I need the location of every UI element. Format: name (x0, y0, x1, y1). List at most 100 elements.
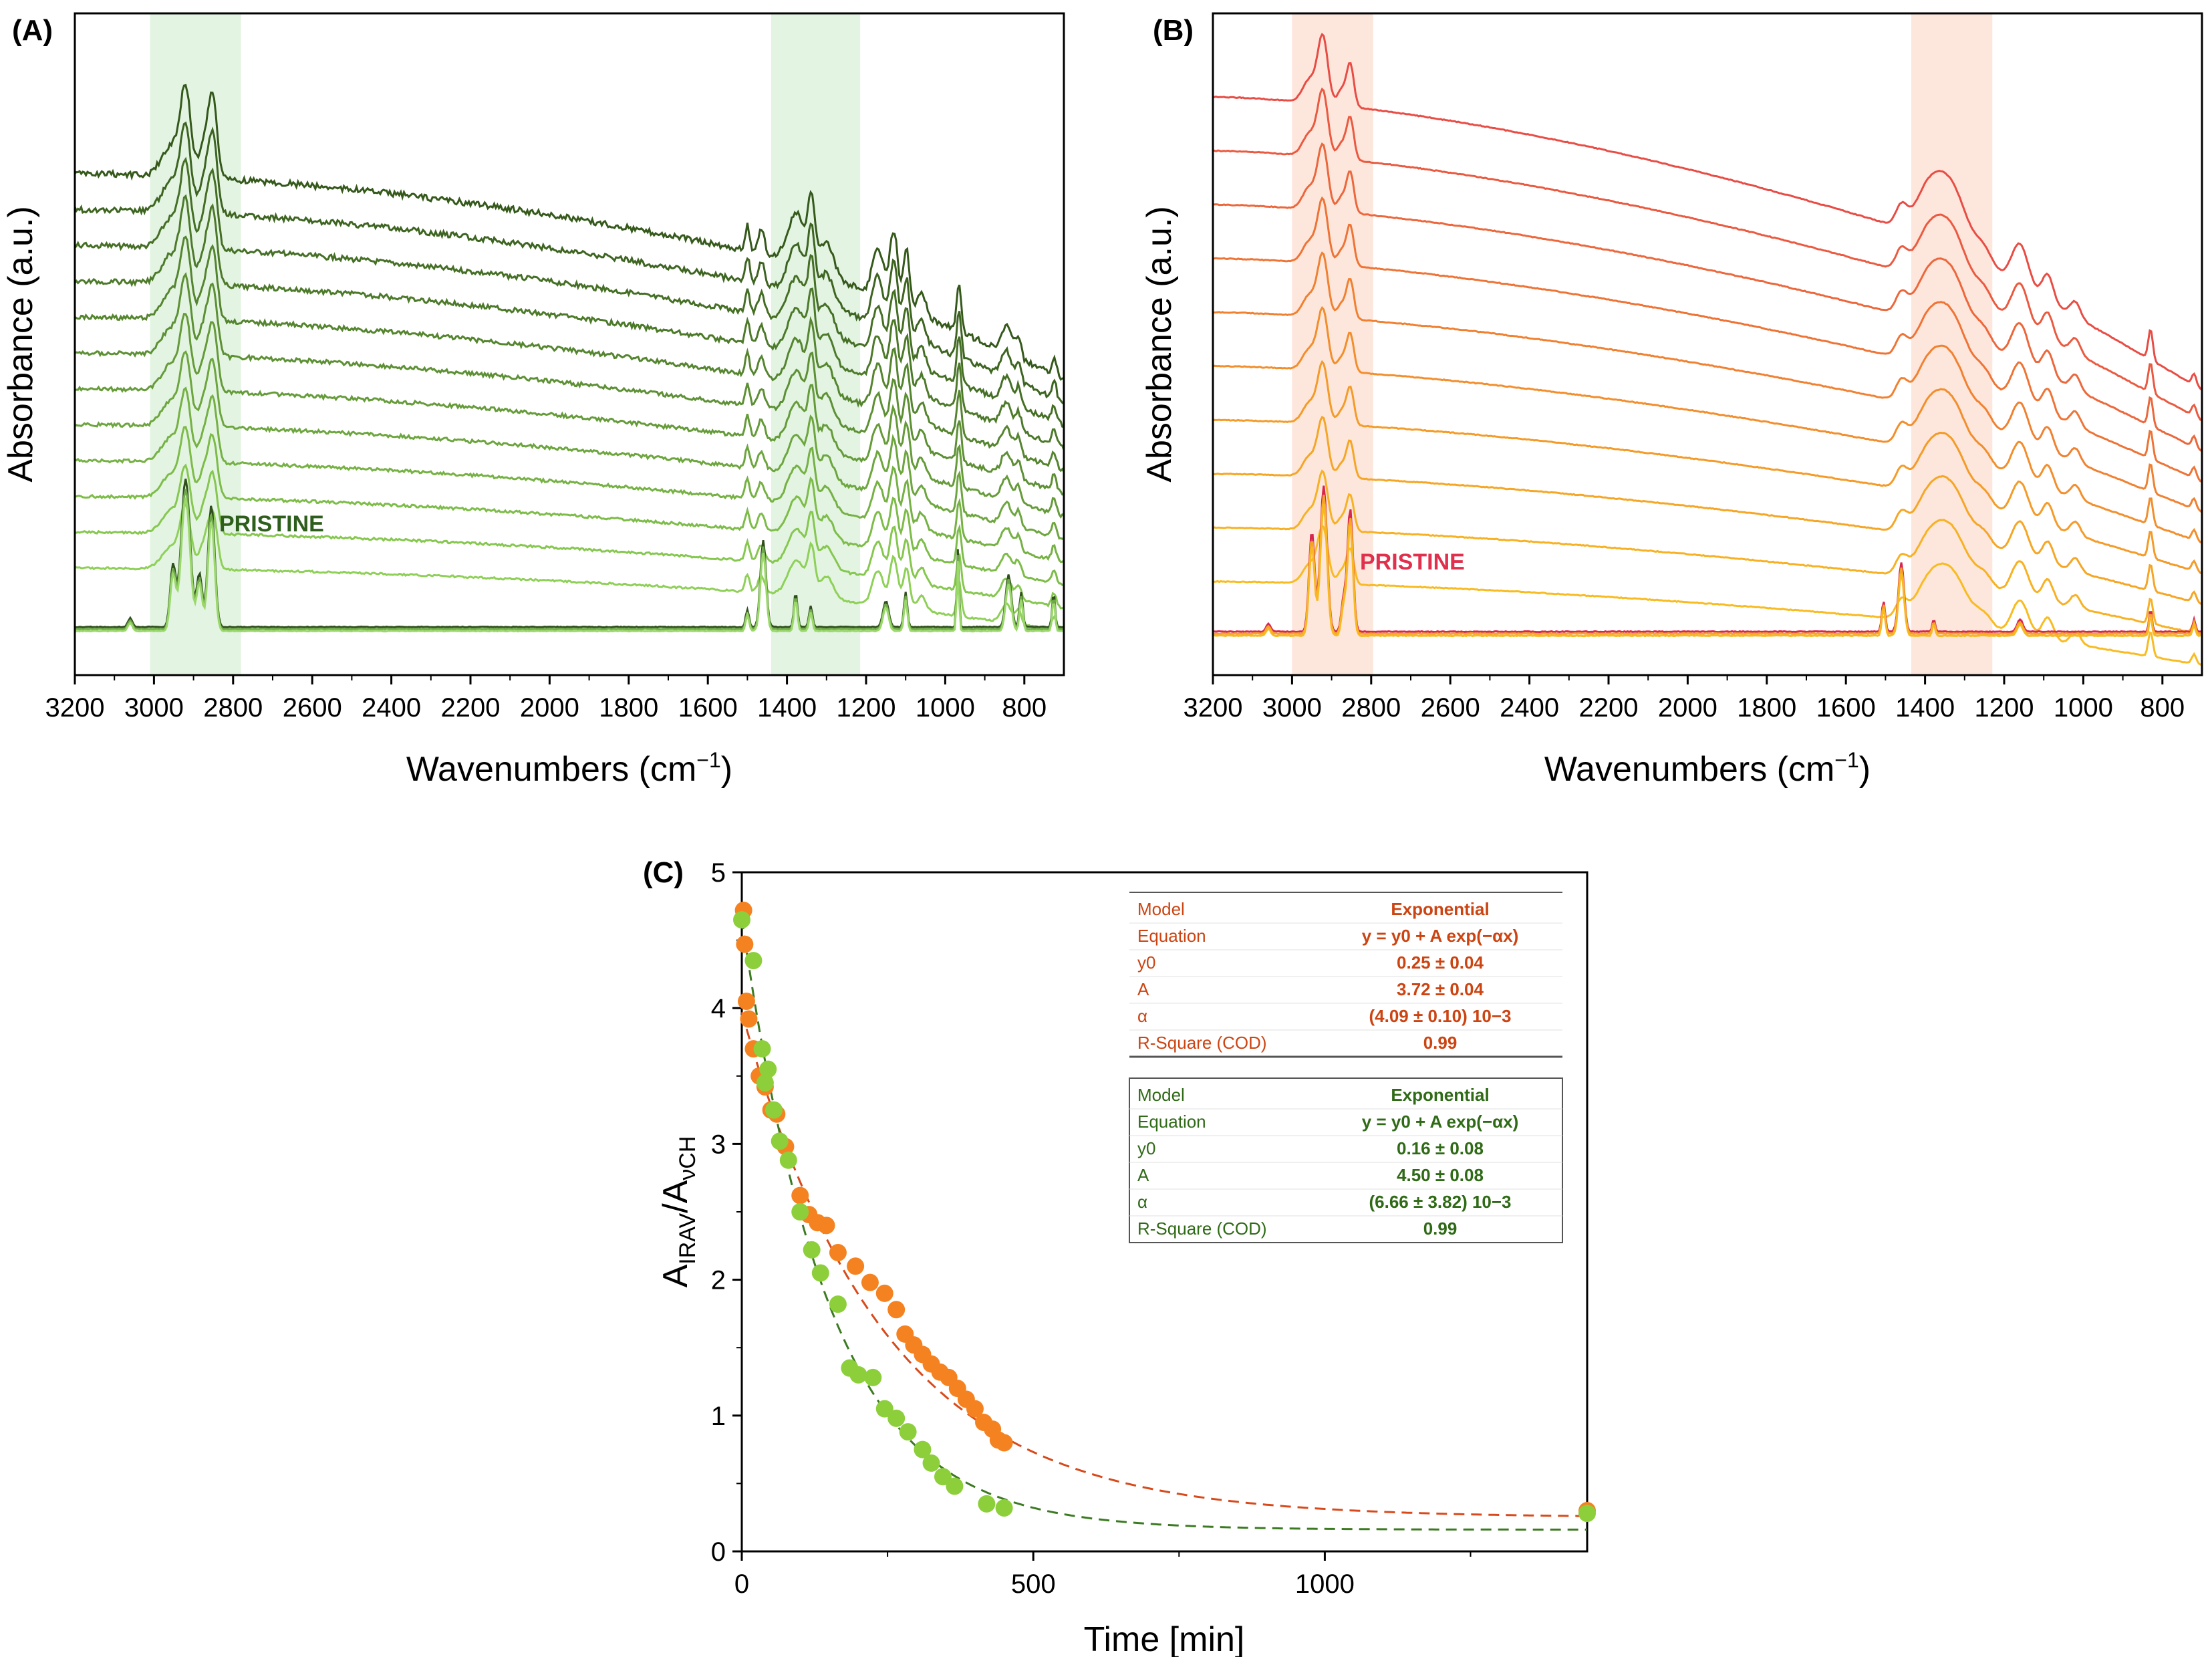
x-tick-label: 2600 (283, 693, 342, 723)
y-axis-title: Absorbance (a.u.) (1140, 206, 1179, 482)
spectrum-line-1 (74, 121, 1065, 405)
x-tick-label: 1000 (1295, 1569, 1355, 1599)
x-tick-label: 2200 (1579, 693, 1639, 723)
highlight-bands (1292, 13, 1993, 675)
x-tick-label: 500 (1011, 1569, 1056, 1599)
spectrum-line-0 (1212, 32, 2203, 391)
table-row-value: 0.25 ± 0.04 (1397, 952, 1484, 973)
table-row-value: y = y0 + A exp(−αx) (1362, 926, 1518, 946)
x-tick-label: 0 (734, 1569, 749, 1599)
table-row-value: y = y0 + A exp(−αx) (1362, 1112, 1518, 1132)
table-row-value: Exponential (1391, 899, 1489, 919)
spectrum-line-6 (74, 313, 1065, 519)
data-point-green (779, 1151, 797, 1169)
x-axis-title-main: Wavenumbers (cm (1544, 750, 1834, 789)
x-axis-title-close: ) (721, 750, 732, 789)
data-point-green (934, 1468, 952, 1486)
data-point-green (803, 1241, 821, 1259)
pristine-line-1 (74, 489, 1065, 631)
data-point-green (875, 1400, 893, 1418)
x-axis-title: Time [min] (1084, 1620, 1245, 1657)
y-axis-title-sub2: νCH (675, 1136, 700, 1180)
x-axis-title-main: Wavenumbers (cm (406, 750, 696, 789)
pristine-line-2 (74, 497, 1064, 633)
x-tick-label: 1200 (1975, 693, 2034, 723)
table-row-label: y0 (1137, 952, 1155, 973)
fit-table-1: Model Exponential Equation y = y0 + A exp(−… (1129, 1077, 1563, 1243)
data-point-orange (861, 1273, 879, 1291)
spectrum-line-11 (74, 503, 1065, 632)
spectra-lines (74, 84, 1065, 633)
table-row-value: (6.66 ± 3.82) 10−3 (1369, 1192, 1511, 1212)
data-point-orange (737, 993, 755, 1011)
table-row-label: R-Square (COD) (1137, 1033, 1267, 1053)
spectrum-line-7 (74, 350, 1065, 540)
x-tick-label: 800 (1002, 693, 1047, 723)
fit-curve-orange (740, 1011, 1588, 1517)
x-tick-label: 2800 (203, 693, 263, 723)
data-point-orange (791, 1186, 809, 1204)
pristine-line-2 (1212, 503, 2202, 638)
data-point-green (756, 1073, 774, 1092)
y-axis-title-main: A (656, 1264, 695, 1287)
x-ticks: 3200 3000 2800 2600 2400 2200 2000 1800 1600 1400… (45, 675, 1047, 723)
x-tick-label: 2600 (1421, 693, 1480, 723)
spectrum-line-0 (74, 84, 1065, 381)
data-point-orange (887, 1301, 906, 1319)
data-point-green (771, 1132, 789, 1150)
data-point-orange (740, 1010, 758, 1028)
x-tick-label: 3200 (45, 693, 105, 723)
x-tick-label: 2400 (1500, 693, 1559, 723)
x-tick-label: 1600 (678, 693, 738, 723)
data-point-green (753, 1040, 771, 1058)
x-tick-label: 2000 (1658, 693, 1717, 723)
data-point-orange (875, 1284, 893, 1302)
panel-a: 3200 3000 2800 2600 2400 2200 2000 1800 1600 1400… (1, 12, 1065, 789)
data-point-green (759, 1060, 777, 1078)
y-tick-label: 5 (711, 858, 726, 888)
spectrum-line-9 (74, 426, 1065, 587)
data-point-green (899, 1423, 917, 1441)
spectrum-line-7 (1212, 416, 2203, 605)
table-row-value: 0.99 (1423, 1219, 1458, 1239)
panel-label: (B) (1153, 14, 1194, 47)
x-tick-label: 2400 (362, 693, 421, 723)
plot-frame (1212, 12, 2203, 676)
x-tick-label: 3200 (1184, 693, 1243, 723)
x-axis-title-close: ) (1859, 750, 1871, 789)
x-tick-label: 1200 (837, 693, 896, 723)
table-row-value: 3.72 ± 0.04 (1397, 979, 1484, 999)
y-tick-label: 0 (711, 1537, 726, 1567)
x-ticks: 3200 3000 2800 2600 2400 2200 2000 1800 1600 1400… (1184, 675, 2185, 723)
table-row-label: A (1137, 1165, 1149, 1185)
data-point-orange (995, 1434, 1013, 1452)
data-point-orange (736, 935, 754, 953)
x-tick-label: 3000 (1262, 693, 1322, 723)
data-point-green (978, 1495, 996, 1513)
highlight-band-0 (1292, 13, 1373, 675)
x-axis-title-sup: −1 (1834, 748, 1858, 772)
table-row-label: R-Square (COD) (1137, 1219, 1267, 1239)
x-tick-label: 800 (2140, 693, 2185, 723)
spectrum-line-2 (1212, 142, 2203, 453)
spectrum-line-4 (74, 235, 1065, 473)
spectrum-line-8 (74, 386, 1065, 563)
x-tick-label: 1600 (1816, 693, 1876, 723)
table-row-label: y0 (1137, 1138, 1155, 1158)
y-tick-label: 4 (711, 994, 726, 1023)
data-point-green (849, 1366, 867, 1384)
table-row-label: Equation (1137, 926, 1206, 946)
x-tick-label: 1800 (1737, 693, 1796, 723)
pristine-label: PRISTINE (1360, 549, 1465, 575)
fit-table-0: Model Exponential Equation y = y0 + A exp(−… (1129, 892, 1562, 1058)
x-tick-label: 1400 (757, 693, 817, 723)
data-point-green (946, 1477, 964, 1495)
data-points (733, 901, 1596, 1523)
pristine-line-0 (1212, 485, 2203, 634)
spectrum-line-8 (1212, 469, 2203, 636)
panel-b: 3200 3000 2800 2600 2400 2200 2000 1800 1600 1400… (1140, 12, 2203, 789)
data-point-green (1578, 1505, 1596, 1523)
table-row-label: Model (1137, 1085, 1185, 1105)
table-row-label: α (1137, 1192, 1147, 1212)
